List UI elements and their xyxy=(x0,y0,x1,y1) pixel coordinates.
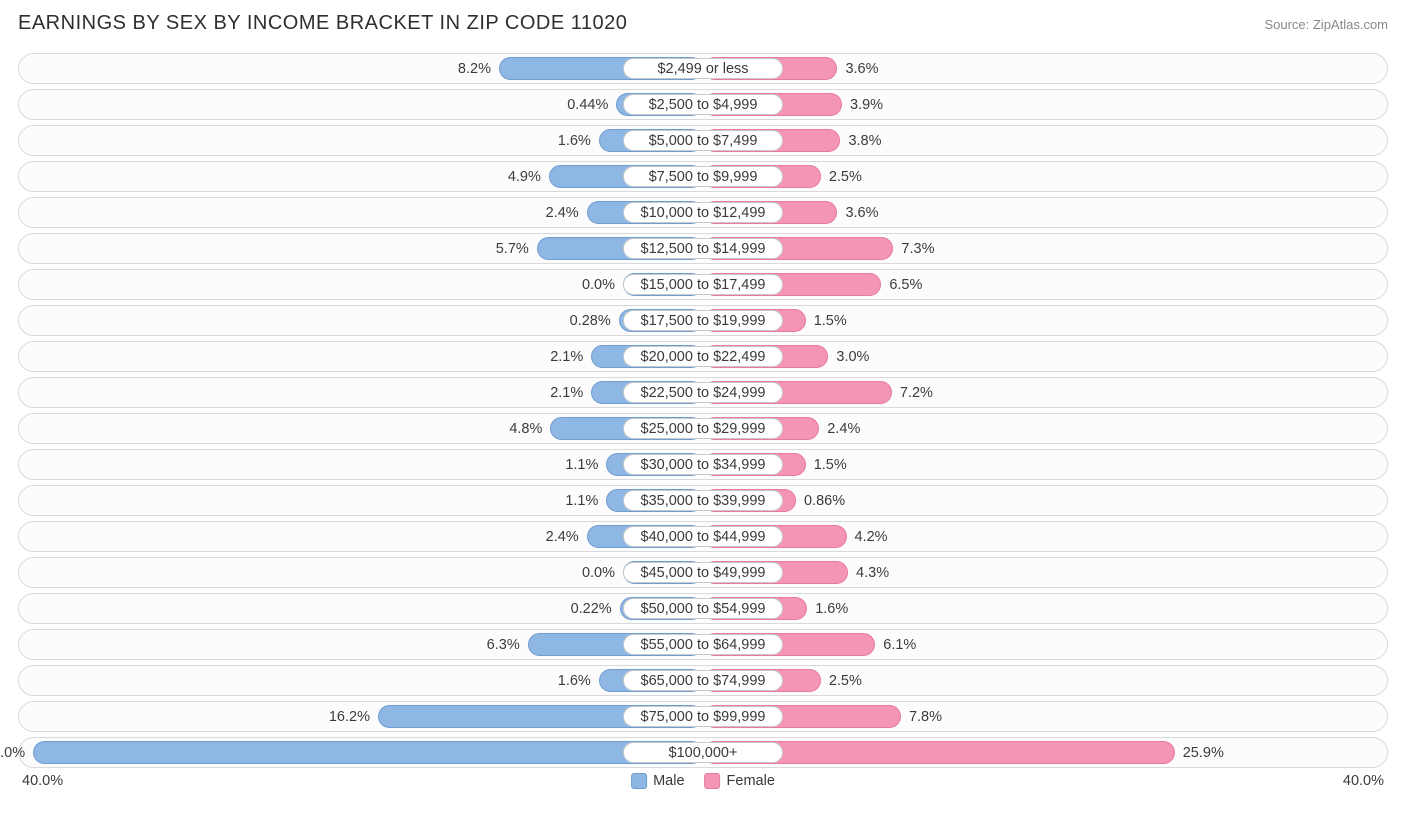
legend: Male Female xyxy=(631,773,775,789)
male-pct-label: 0.28% xyxy=(570,306,619,335)
female-pct-label: 0.86% xyxy=(796,486,845,515)
bracket-label: $7,500 to $9,999 xyxy=(623,166,783,187)
male-bar xyxy=(33,741,703,764)
bracket-label: $65,000 to $74,999 xyxy=(623,670,783,691)
chart-row: 2.4% 3.6% $10,000 to $12,499 xyxy=(18,197,1388,228)
chart-row: 2.1% 3.0% $20,000 to $22,499 xyxy=(18,341,1388,372)
male-pct-label: 4.9% xyxy=(508,162,549,191)
female-pct-label: 3.8% xyxy=(840,126,881,155)
chart-row: 6.3% 6.1% $55,000 to $64,999 xyxy=(18,629,1388,660)
female-pct-label: 2.5% xyxy=(821,162,862,191)
bracket-label: $40,000 to $44,999 xyxy=(623,526,783,547)
male-pct-label: 2.4% xyxy=(546,522,587,551)
female-pct-label: 1.5% xyxy=(806,450,847,479)
chart-row: 1.6% 2.5% $65,000 to $74,999 xyxy=(18,665,1388,696)
male-pct-label: 0.0% xyxy=(582,270,623,299)
chart-row: 0.28% 1.5% $17,500 to $19,999 xyxy=(18,305,1388,336)
legend-female: Female xyxy=(705,773,775,789)
chart-row: 8.2% 3.6% $2,499 or less xyxy=(18,53,1388,84)
male-pct-label: 6.3% xyxy=(487,630,528,659)
bracket-label: $15,000 to $17,499 xyxy=(623,274,783,295)
female-pct-label: 25.9% xyxy=(1175,738,1224,767)
bracket-label: $10,000 to $12,499 xyxy=(623,202,783,223)
axis-max-left: 40.0% xyxy=(22,773,63,789)
male-pct-label: 16.2% xyxy=(329,702,378,731)
male-pct-label: 1.1% xyxy=(565,486,606,515)
female-pct-label: 4.2% xyxy=(847,522,888,551)
chart-row: 0.0% 6.5% $15,000 to $17,499 xyxy=(18,269,1388,300)
diverging-bar-chart: 8.2% 3.6% $2,499 or less 0.44% 3.9% $2,500 to… xyxy=(18,53,1388,768)
bracket-label: $2,500 to $4,999 xyxy=(623,94,783,115)
chart-row: 1.1% 0.86% $35,000 to $39,999 xyxy=(18,485,1388,516)
bracket-label: $12,500 to $14,999 xyxy=(623,238,783,259)
female-pct-label: 6.1% xyxy=(875,630,916,659)
male-pct-label: 1.1% xyxy=(565,450,606,479)
female-pct-label: 7.8% xyxy=(901,702,942,731)
legend-female-label: Female xyxy=(727,773,775,789)
chart-row: 4.8% 2.4% $25,000 to $29,999 xyxy=(18,413,1388,444)
chart-row: 1.6% 3.8% $5,000 to $7,499 xyxy=(18,125,1388,156)
female-pct-label: 2.5% xyxy=(821,666,862,695)
female-pct-label: 2.4% xyxy=(819,414,860,443)
chart-row: 5.7% 7.3% $12,500 to $14,999 xyxy=(18,233,1388,264)
axis-max-right: 40.0% xyxy=(1343,773,1384,789)
male-pct-label: 2.1% xyxy=(550,342,591,371)
female-pct-label: 3.0% xyxy=(828,342,869,371)
female-swatch-icon xyxy=(705,773,721,789)
male-pct-label: 0.22% xyxy=(571,594,620,623)
female-pct-label: 3.6% xyxy=(837,198,878,227)
male-pct-label: 5.7% xyxy=(496,234,537,263)
chart-row: 39.0%25.9%$100,000+ xyxy=(18,737,1388,768)
bracket-label: $75,000 to $99,999 xyxy=(623,706,783,727)
male-pct-label: 1.6% xyxy=(558,666,599,695)
male-pct-label: 1.6% xyxy=(558,126,599,155)
female-pct-label: 1.5% xyxy=(806,306,847,335)
female-pct-label: 7.2% xyxy=(892,378,933,407)
male-pct-label: 2.1% xyxy=(550,378,591,407)
bracket-label: $45,000 to $49,999 xyxy=(623,562,783,583)
chart-row: 2.1% 7.2% $22,500 to $24,999 xyxy=(18,377,1388,408)
chart-row: 0.44% 3.9% $2,500 to $4,999 xyxy=(18,89,1388,120)
bracket-label: $5,000 to $7,499 xyxy=(623,130,783,151)
male-pct-label: 8.2% xyxy=(458,54,499,83)
chart-row: 16.2% 7.8% $75,000 to $99,999 xyxy=(18,701,1388,732)
male-pct-label: 39.0% xyxy=(0,738,33,767)
female-pct-label: 3.6% xyxy=(837,54,878,83)
female-pct-label: 4.3% xyxy=(848,558,889,587)
chart-source: Source: ZipAtlas.com xyxy=(1264,17,1388,32)
bracket-label: $35,000 to $39,999 xyxy=(623,490,783,511)
legend-male: Male xyxy=(631,773,684,789)
female-pct-label: 1.6% xyxy=(807,594,848,623)
female-pct-label: 6.5% xyxy=(881,270,922,299)
bracket-label: $100,000+ xyxy=(623,742,783,763)
bracket-label: $22,500 to $24,999 xyxy=(623,382,783,403)
bracket-label: $50,000 to $54,999 xyxy=(623,598,783,619)
male-pct-label: 2.4% xyxy=(546,198,587,227)
bracket-label: $2,499 or less xyxy=(623,58,783,79)
bracket-label: $20,000 to $22,499 xyxy=(623,346,783,367)
female-pct-label: 3.9% xyxy=(842,90,883,119)
chart-row: 4.9% 2.5% $7,500 to $9,999 xyxy=(18,161,1388,192)
bracket-label: $55,000 to $64,999 xyxy=(623,634,783,655)
legend-male-label: Male xyxy=(653,773,684,789)
chart-row: 0.22% 1.6% $50,000 to $54,999 xyxy=(18,593,1388,624)
bracket-label: $30,000 to $34,999 xyxy=(623,454,783,475)
chart-row: 0.0% 4.3% $45,000 to $49,999 xyxy=(18,557,1388,588)
bracket-label: $25,000 to $29,999 xyxy=(623,418,783,439)
chart-row: 1.1% 1.5% $30,000 to $34,999 xyxy=(18,449,1388,480)
bracket-label: $17,500 to $19,999 xyxy=(623,310,783,331)
chart-title: EARNINGS BY SEX BY INCOME BRACKET IN ZIP… xyxy=(18,12,627,35)
male-pct-label: 0.0% xyxy=(582,558,623,587)
male-pct-label: 4.8% xyxy=(509,414,550,443)
male-swatch-icon xyxy=(631,773,647,789)
female-pct-label: 7.3% xyxy=(893,234,934,263)
male-pct-label: 0.44% xyxy=(567,90,616,119)
chart-row: 2.4% 4.2% $40,000 to $44,999 xyxy=(18,521,1388,552)
